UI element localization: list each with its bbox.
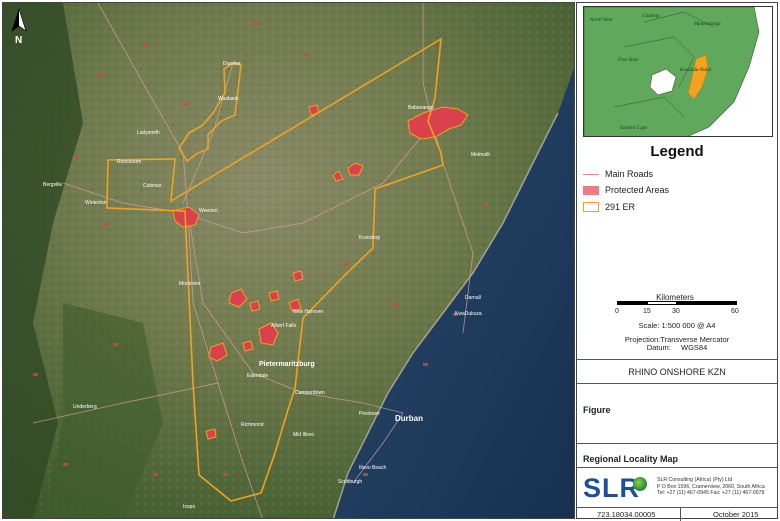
label-roosboom: Roosboom — [117, 159, 141, 165]
label-darnall: Darnall — [465, 295, 481, 301]
label-winterton: Winterton — [85, 200, 107, 206]
label-bergville: Bergville — [43, 182, 62, 188]
settlement-markers — [33, 23, 488, 476]
label-new-hanover: New Hanover — [293, 309, 324, 315]
label-pietermaritzburg: Pietermaritzburg — [259, 361, 315, 368]
label-ladysmith: Ladysmith — [137, 130, 160, 136]
label-ixopo: Ixopo — [183, 504, 195, 510]
slr-logo: SLR — [583, 473, 640, 503]
label-edendale: Edendale — [247, 373, 268, 379]
project-title: RHINO ONSHORE KZN — [628, 367, 726, 377]
datum-value: WGS84 — [681, 343, 708, 352]
divider — [680, 508, 681, 521]
legend-title: Legend — [650, 143, 704, 160]
date: October 2015 — [713, 510, 759, 519]
north-arrow-letter: N — [15, 35, 22, 46]
coastline — [332, 112, 559, 518]
figure-title: Regional Locality Map — [583, 454, 679, 464]
satellite-map[interactable]: Dundee Wasbank Ladysmith Roosboom Colens… — [2, 2, 575, 519]
scale-tick: 0 — [615, 308, 619, 315]
protected-area-hluhluwe — [407, 106, 469, 140]
company-info: SLR Consulting (Africa) (Pty) Ltd P O Bo… — [657, 477, 777, 497]
company-name: SLR Consulting (Africa) (Pty) Ltd — [657, 477, 733, 483]
drakensberg-region — [3, 3, 83, 518]
study-area-291er — [106, 37, 444, 502]
company-phone: Tel: +27 (11) 467-0945 Fax: +27 (11) 467… — [657, 490, 765, 496]
protected-areas — [172, 104, 469, 440]
place-labels: Dundee Wasbank Ladysmith Roosboom Colens… — [43, 61, 490, 510]
legend-label: 291 ER — [605, 202, 636, 212]
company-address: P O Box 1596, Cramerview, 2060, South Af… — [657, 483, 765, 490]
scale-tick: 15 — [643, 308, 651, 315]
label-wasbank: Wasbank — [218, 96, 239, 102]
label-underberg: Underberg — [73, 404, 97, 410]
doc-number: 723.18034.00005 — [597, 510, 656, 519]
legend-label: Main Roads — [605, 169, 654, 179]
label-weenen: Weenen — [199, 208, 218, 214]
inset-study-area — [687, 54, 709, 100]
road-swatch — [583, 173, 599, 175]
label-babanango: Babanango — [408, 105, 434, 111]
scale-text: Scale: 1:500 000 @ A4 — [638, 321, 716, 330]
label-richmond: Richmond — [241, 422, 264, 428]
legend-item-protected-areas: Protected Areas — [583, 185, 669, 195]
indian-ocean — [333, 68, 574, 518]
map-canvas: Dundee Wasbank Ladysmith Roosboom Colens… — [3, 3, 574, 518]
inset-label-free-state: Free State — [617, 58, 639, 63]
north-arrow: N — [11, 8, 27, 46]
label-pinetown: Pinetown — [359, 411, 380, 417]
figure-label: Figure — [583, 405, 611, 415]
globe-icon — [633, 477, 647, 491]
label-illovo-beach: Illovo Beach — [359, 465, 386, 471]
label-dundee: Dundee — [223, 61, 241, 67]
label-mid-illovo: Mid Illovo — [293, 432, 314, 438]
scale-tick: 60 — [731, 308, 739, 315]
label-albert-falls: Albert Falls — [271, 323, 297, 329]
inset-lesotho — [649, 68, 677, 96]
label-mooiriver: Mooirivier — [179, 281, 201, 287]
label-melmoth: Melmoth — [471, 152, 490, 158]
divider — [577, 443, 777, 444]
study-area-dundee-block — [178, 62, 242, 163]
divider — [577, 359, 777, 360]
protected-swatch — [583, 185, 599, 195]
inset-label-north-west: North West — [589, 18, 613, 23]
inset-label-mpumalanga: Mpumalanga — [693, 22, 721, 27]
study-area-swatch — [583, 202, 599, 212]
legend-item-main-roads: Main Roads — [583, 169, 653, 179]
datum-label: Datum: — [646, 343, 671, 352]
footer-row: 723.18034.00005 October 2015 — [577, 507, 777, 521]
legend-label: Protected Areas — [605, 185, 670, 195]
label-colenso: Colenso — [143, 183, 162, 189]
label-camperdown: Camperdown — [295, 390, 325, 396]
inset-label-gauteng: Gauteng — [642, 14, 660, 19]
label-scottburgh: Scottburgh — [338, 479, 362, 485]
datum-row: Datum: WGS84 — [577, 343, 777, 352]
inset-map: North West Gauteng Mpumalanga Free State… — [583, 6, 773, 137]
divider — [577, 383, 777, 384]
label-kwadukuza: KwaDukuza — [455, 311, 482, 317]
label-kranskop: Kranskop — [359, 235, 380, 241]
legend-item-291er: 291 ER — [583, 202, 635, 212]
inset-label-kzn: KwaZulu-Natal — [679, 68, 712, 73]
label-durban: Durban — [395, 414, 423, 423]
inset-label-eastern-cape: Eastern Cape — [619, 126, 648, 131]
legend-panel: North West Gauteng Mpumalanga Free State… — [576, 2, 778, 521]
projection-text: Projection:Transverse Mercator — [624, 335, 730, 344]
scale-tick: 30 — [672, 308, 680, 315]
study-area-north-block — [106, 37, 444, 502]
inset-south-africa — [584, 7, 760, 136]
divider — [577, 467, 777, 468]
scale-title: Kilometers — [656, 293, 694, 302]
